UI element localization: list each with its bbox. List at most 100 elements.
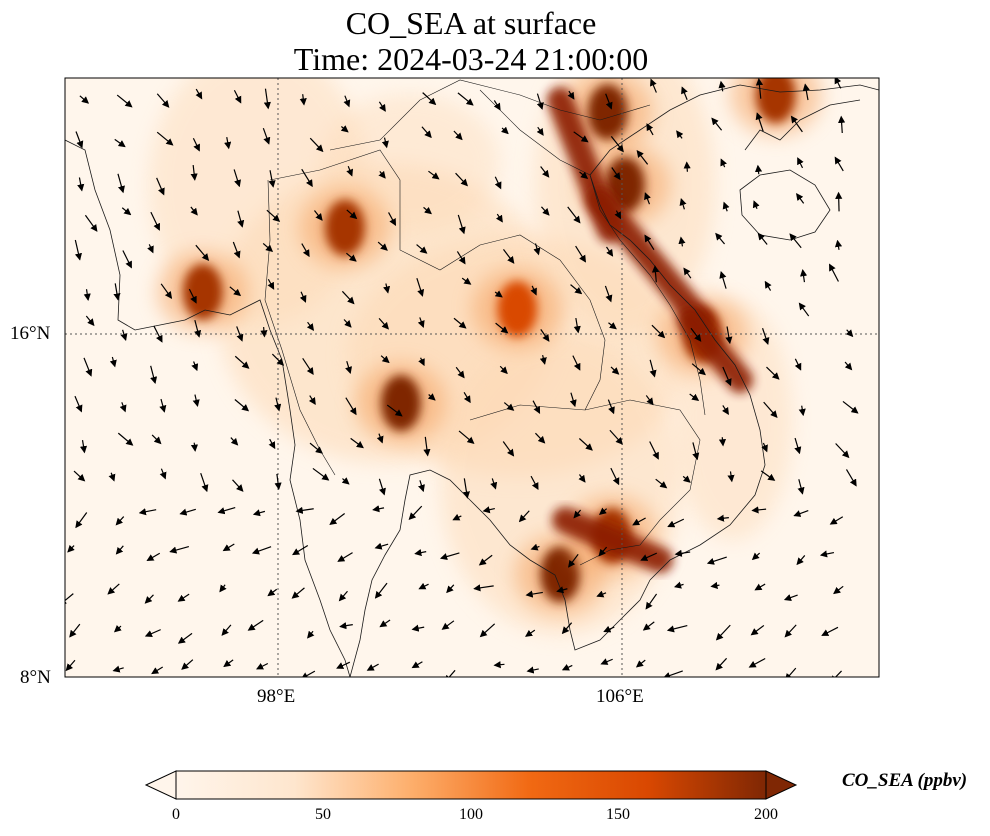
wind-arrow [222,543,235,552]
wind-arrow [494,176,502,190]
wind-arrow [830,670,842,677]
wind-arrow [673,581,684,589]
wind-arrow [610,467,620,486]
wind-arrow [575,245,586,263]
wind-arrow [715,232,726,245]
wind-arrow [797,479,805,495]
wind-arrow [755,112,764,132]
wind-arrow [377,241,388,251]
wind-arrow [346,252,357,262]
wind-arrow [683,267,692,279]
wind-arrow [835,443,850,459]
hotspot-core [182,263,223,320]
wind-arrow [569,392,577,408]
wind-arrow [262,242,274,253]
wind-arrow [112,665,124,673]
wind-arrow [573,509,582,519]
wind-arrow [341,477,350,485]
wind-arrow [462,478,470,499]
wind-arrow [190,206,198,216]
wind-arrow [783,594,798,601]
wind-arrow [718,80,726,92]
wind-arrow [570,284,583,295]
wind-arrow [221,624,232,636]
wind-arrow [453,130,463,141]
wind-arrow [456,251,466,265]
border-cambodia [469,399,701,566]
wind-arrow [793,510,809,517]
wind-arrow [299,291,307,303]
wind-arrow [716,514,729,522]
colorbar-tick-label: 0 [172,806,180,823]
wind-arrow [568,553,579,568]
wind-arrow [308,395,316,406]
wind-arrow [754,164,763,175]
wind-arrow [692,442,700,461]
wind-arrow [274,473,282,491]
wind-arrow [236,326,244,342]
wind-arrow [479,623,496,638]
wind-arrow [610,366,620,375]
wind-arrow [267,588,278,597]
wind-arrow [501,126,509,135]
wind-arrow [416,277,425,297]
wind-arrow [150,211,160,231]
wind-arrow [195,244,210,261]
wind-arrow [834,156,844,172]
wind-arrow [598,546,608,557]
wind-arrow [251,546,272,555]
wind-arrow [192,394,200,407]
wind-arrow [146,552,161,561]
wind-arrow [611,167,621,181]
wind-arrow [366,663,379,671]
wind-arrow [144,594,154,604]
wind-arrow [751,552,761,561]
wind-arrow [578,438,593,451]
wind-arrow [233,169,241,188]
wind-arrow [757,232,768,245]
wind-arrow [760,470,776,481]
wind-arrow [532,400,541,414]
wind-arrow [263,88,271,110]
wind-arrow [441,620,455,630]
wind-arrow [381,137,389,149]
wind-arrow [266,209,281,222]
wind-arrow [797,157,804,169]
wind-arrow [378,478,386,496]
y-tick-label: 16°N [10,323,51,344]
wind-arrow [414,549,427,557]
wind-arrow [754,583,766,591]
wind-arrow [530,543,540,551]
wind-arrow [722,405,729,415]
wind-arrow [388,212,397,227]
wind-arrow [495,322,509,334]
wind-arrow [150,365,158,385]
wind-arrow [798,302,810,317]
wind-arrow [338,590,348,602]
wind-arrow [796,193,805,204]
wind-arrow [482,506,495,514]
wind-arrow [715,624,731,641]
wind-arrow [374,582,388,599]
wind-arrow [534,432,546,444]
wind-arrow [343,319,352,328]
wind-arrow [268,170,276,188]
wind-arrow [614,210,622,220]
wind-arrow [794,358,802,371]
wind-arrow [655,478,668,489]
wind-arrow [299,94,307,106]
wind-arrow [116,94,133,108]
wind-arrow [119,402,127,413]
wind-arrow [247,619,264,631]
wind-arrow [378,170,386,179]
border-china [329,79,651,151]
wind-arrow [113,283,121,301]
wind-arrow [117,432,134,446]
wind-arrow [233,89,242,104]
wind-arrow [556,586,568,594]
map-subtitle-time: Time: 2024-03-24 21:00:00 [293,41,649,77]
wind-arrow [845,469,857,487]
wind-arrow [75,131,84,149]
wind-arrow [644,234,655,251]
wind-arrow [609,429,623,445]
